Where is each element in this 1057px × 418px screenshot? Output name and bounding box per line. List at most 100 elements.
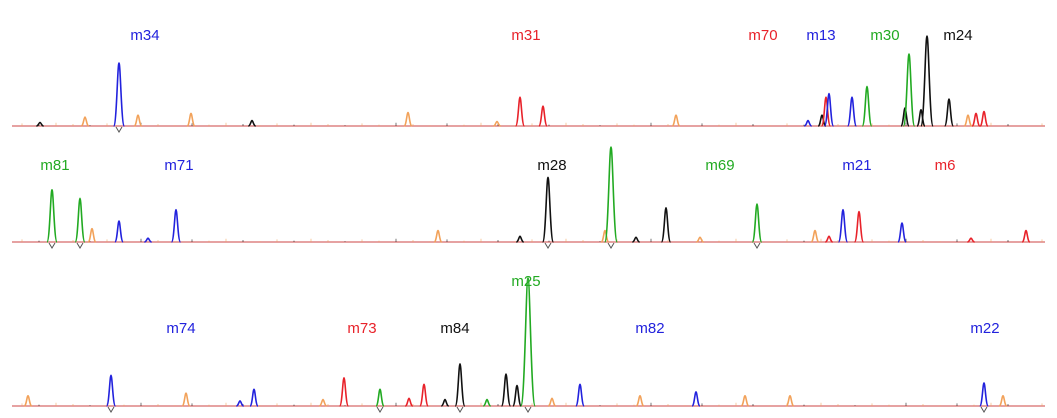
peak-orange (186, 112, 196, 127)
marker-label-m71: m71 (164, 157, 193, 174)
peak-black (920, 35, 934, 127)
marker-label-m31: m31 (511, 27, 540, 44)
peak-orange (87, 227, 97, 243)
peak-orange (181, 392, 191, 407)
peak-green (902, 53, 916, 127)
peak-orange (740, 394, 750, 407)
peak-green (751, 203, 763, 243)
peak-red (514, 96, 526, 127)
peak-black (454, 362, 466, 407)
peak-green (375, 388, 385, 407)
marker-label-m70: m70 (748, 27, 777, 44)
peak-black (441, 398, 449, 407)
peak-blue (575, 383, 585, 407)
peak-red (538, 105, 548, 127)
peak-blue (144, 237, 152, 243)
marker-label-m24: m24 (943, 27, 972, 44)
marker-label-m84: m84 (440, 320, 469, 337)
peak-black (512, 384, 522, 407)
marker-label-m81: m81 (40, 157, 69, 174)
peak-orange (671, 114, 681, 127)
peak-blue (112, 62, 126, 127)
peak-orange (998, 394, 1008, 407)
peak-red (971, 112, 981, 127)
peak-orange (600, 229, 610, 243)
peak-blue (804, 119, 812, 127)
peak-red (853, 210, 865, 243)
peak-orange (23, 394, 33, 407)
peak-black (817, 114, 827, 127)
peak-blue (249, 388, 259, 407)
peak-black (632, 236, 640, 243)
marker-label-m21: m21 (842, 157, 871, 174)
peak-blue (105, 374, 117, 407)
peak-red (967, 237, 975, 243)
peak-black (541, 176, 555, 243)
peak-green (74, 197, 86, 243)
peak-orange (319, 398, 327, 407)
peak-call-marker (980, 406, 988, 413)
peak-call-marker (376, 406, 384, 413)
peak-call-marker (115, 126, 123, 133)
peak-blue (846, 96, 858, 127)
peak-green (603, 146, 619, 243)
peak-black (248, 119, 256, 127)
peak-blue (170, 208, 182, 243)
peak-green (46, 188, 58, 243)
marker-label-m30: m30 (870, 27, 899, 44)
peak-black (660, 206, 672, 243)
peak-call-marker (753, 242, 761, 249)
marker-label-m34: m34 (130, 27, 159, 44)
peak-green (861, 85, 873, 127)
peak-orange (80, 116, 90, 127)
peak-black (36, 121, 44, 127)
trace-panel-3: m25 m74 m73 m84 m82 m22 (12, 273, 1045, 413)
peak-green (483, 398, 491, 407)
marker-label-m74: m74 (166, 320, 195, 337)
peak-orange (433, 229, 443, 243)
peak-blue (691, 391, 701, 407)
peak-blue (897, 222, 907, 243)
peak-red (419, 383, 429, 407)
peak-red (825, 235, 833, 243)
peak-call-marker (107, 406, 115, 413)
marker-label-m28: m28 (537, 157, 566, 174)
marker-label-m82: m82 (635, 320, 664, 337)
peak-orange (547, 397, 557, 407)
peak-blue (823, 92, 835, 127)
peak-orange (696, 236, 704, 243)
peak-orange (785, 394, 795, 407)
marker-label-m13: m13 (806, 27, 835, 44)
marker-label-m25: m25 (511, 273, 540, 290)
peak-blue (236, 400, 244, 407)
trace-panel-2: m81 m71 m28 m69 m21 m6 (12, 146, 1045, 249)
peak-green (520, 277, 536, 407)
peak-blue (979, 382, 989, 407)
peak-blue (837, 208, 849, 243)
peak-call-marker (456, 406, 464, 413)
peak-orange (133, 114, 143, 127)
peak-red (1021, 229, 1031, 243)
peak-call-marker (607, 242, 615, 249)
peak-orange (493, 120, 501, 127)
peak-red (404, 397, 414, 407)
peak-orange (403, 111, 413, 127)
peak-blue (114, 220, 124, 243)
marker-label-m73: m73 (347, 320, 376, 337)
marker-label-m6: m6 (935, 157, 956, 174)
peak-red (338, 377, 350, 407)
peak-call-marker (48, 242, 56, 249)
trace-panel-1: m34 m31 m70 m13 m30 m24 (12, 27, 1045, 133)
peak-black (500, 373, 512, 407)
peak-orange (810, 229, 820, 243)
peak-orange (635, 394, 645, 407)
peak-red (820, 96, 832, 127)
peak-orange (963, 114, 973, 127)
marker-label-m69: m69 (705, 157, 734, 174)
peak-black (900, 107, 910, 127)
marker-label-m22: m22 (970, 320, 999, 337)
peak-call-marker (544, 242, 552, 249)
